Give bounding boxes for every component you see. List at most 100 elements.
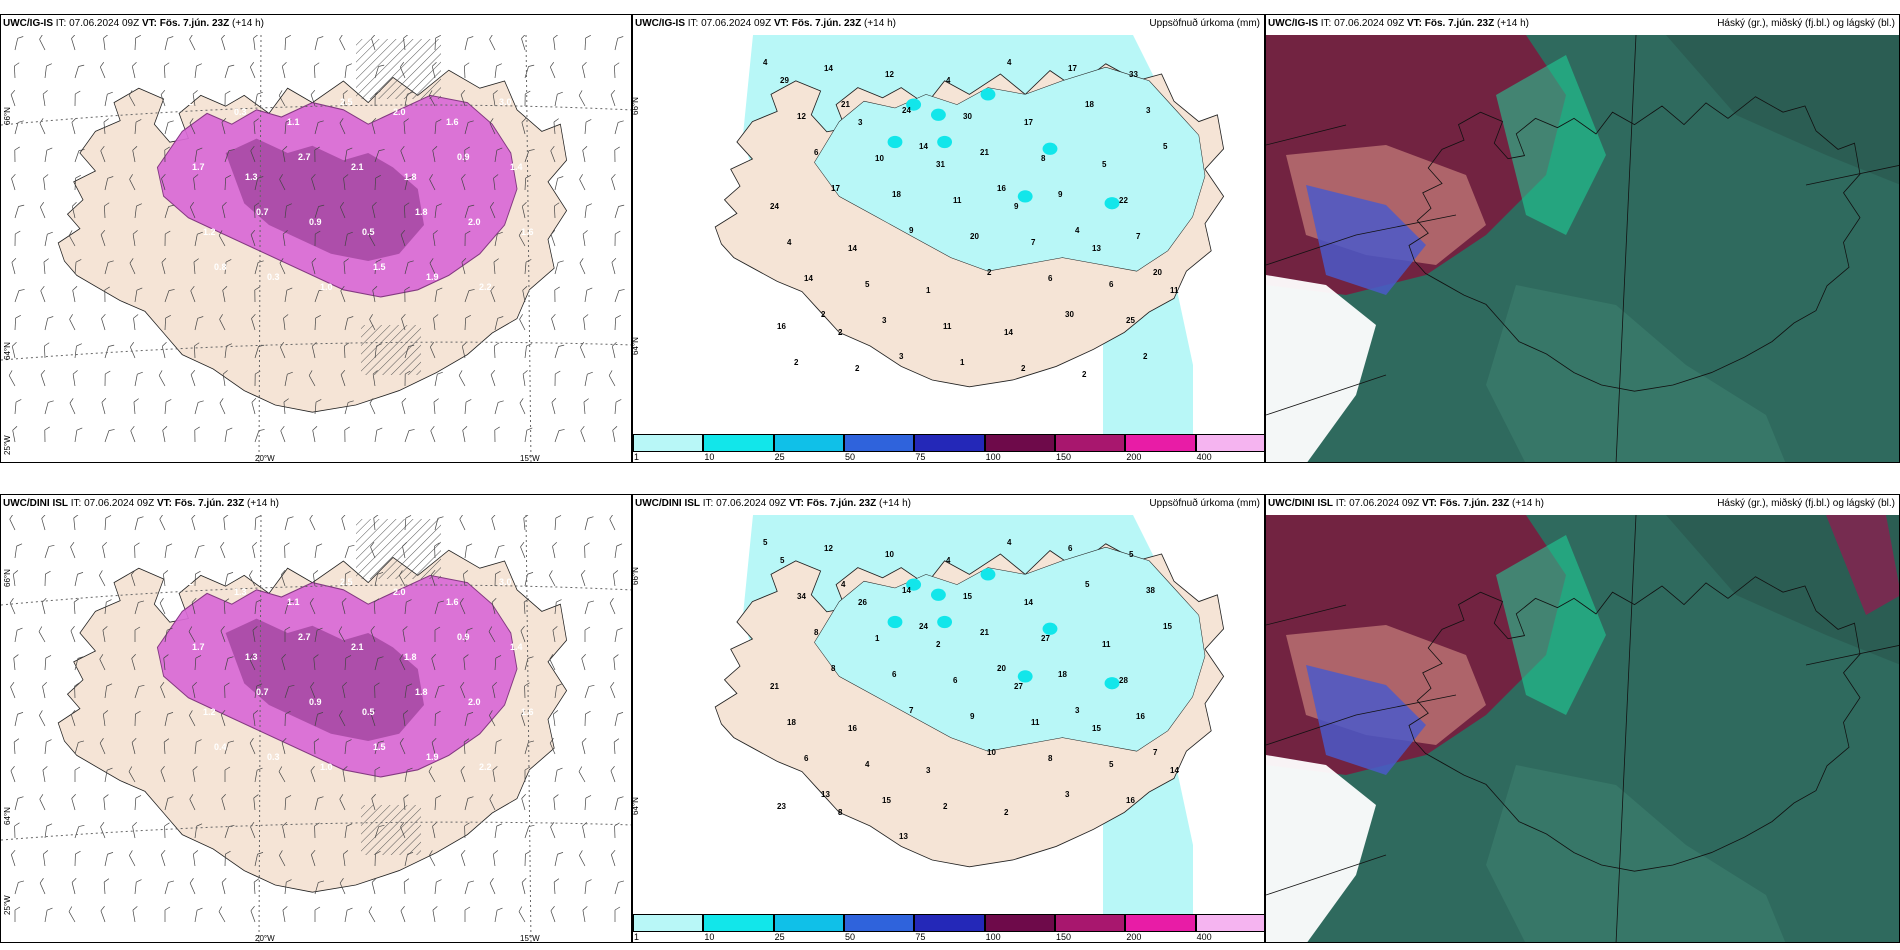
lon-label-15w: 15°W (520, 454, 540, 463)
wind-barb (132, 906, 138, 923)
precip-value: 14 (902, 586, 911, 595)
wind-barb (434, 287, 443, 303)
wind-barb (494, 400, 504, 415)
precip-value: 1.6 (446, 597, 459, 607)
colorbar-label: 1 (634, 932, 640, 942)
wind-barb (14, 906, 21, 922)
vt-value: Fös. 7.jún. 23Z (174, 498, 245, 509)
wind-barb (310, 89, 316, 107)
wind-barb (224, 572, 234, 587)
precip-value: 2 (1004, 808, 1009, 817)
wind-barb (370, 542, 376, 559)
wind-barb (68, 906, 76, 923)
wind-barb (218, 906, 226, 923)
wind-barb (254, 683, 263, 699)
precip-value: 3 (926, 766, 931, 775)
precip-value: 13 (821, 790, 830, 799)
wind-barb (400, 905, 406, 923)
wind-barb (104, 370, 111, 387)
precip-cell (930, 108, 946, 121)
wind-barb (310, 765, 316, 783)
wind-barb (310, 682, 316, 699)
precip-cell (980, 568, 996, 581)
wind-barb (252, 710, 259, 727)
precip-value: 0.2 (181, 97, 194, 107)
precip-value: 11 (943, 322, 952, 331)
colorbar-swatch (1125, 914, 1196, 932)
precip-value: 0.9 (309, 697, 322, 707)
precip-value: 0.8 (214, 262, 227, 272)
wind-barb (404, 202, 410, 219)
wind-barb (44, 426, 50, 443)
precip-value: 1.4 (510, 162, 523, 172)
hatched-area (361, 325, 421, 375)
wind-barb (11, 173, 16, 191)
precip-value: 10 (885, 550, 894, 559)
vt-label: VT: (773, 18, 789, 29)
wind-barb (344, 231, 353, 247)
lead-time: (+14 h) (1497, 18, 1529, 29)
graticule-line (1, 584, 631, 606)
wind-barb (404, 370, 411, 387)
wind-barb (614, 230, 621, 247)
wind-barb (342, 850, 349, 867)
wind-barb (614, 906, 621, 922)
wind-barb (42, 766, 48, 783)
precip-value: 0.3 (234, 107, 247, 117)
wind-barb (458, 370, 466, 387)
wind-barb (134, 600, 145, 615)
wind-barb (164, 146, 170, 163)
wind-barb (279, 258, 286, 275)
precip-value: 14 (824, 64, 833, 73)
wind-barb (554, 370, 561, 387)
wind-barb (399, 62, 406, 79)
wind-barb (128, 766, 136, 783)
precip-value: 1.5 (373, 262, 386, 272)
wind-barb (164, 627, 173, 643)
wind-barb (280, 569, 286, 587)
wind-barb (519, 314, 526, 331)
wind-barb (10, 682, 16, 699)
wind-barb (494, 823, 503, 839)
wind-barb (584, 795, 592, 811)
precip-value: 1.3 (234, 587, 247, 597)
wind-barb (314, 543, 323, 559)
wind-barb (74, 427, 83, 443)
wind-barb (42, 682, 48, 699)
wind-barb (553, 794, 559, 811)
wind-barb (368, 906, 376, 923)
precip-value: 23 (777, 802, 786, 811)
wind-barb (134, 371, 143, 387)
wind-barb (74, 850, 81, 867)
lead-time: (+14 h) (232, 18, 264, 29)
vt-value: Fös. 7.jún. 23Z (791, 18, 862, 29)
wind-barb (584, 684, 595, 699)
lat-label-66: 66°N (632, 97, 640, 115)
precip-value: 6 (953, 676, 958, 685)
precip-value: 6 (804, 754, 809, 763)
wind-barb (284, 710, 291, 727)
graticule-line (258, 514, 262, 942)
precip-value: 2 (855, 364, 860, 373)
precip-value: 1.6 (521, 227, 534, 237)
precip-value: 14 (919, 142, 928, 151)
precip-value: 18 (787, 718, 796, 727)
wind-barb (489, 710, 496, 727)
wind-barb (463, 738, 470, 755)
hatched-area (361, 805, 421, 855)
wind-barb (39, 118, 46, 135)
wind-barb (614, 399, 622, 415)
wind-barb (249, 62, 256, 79)
cloud-high (1666, 35, 1899, 185)
wind-barb (494, 655, 502, 671)
it-label: IT: (1320, 18, 1332, 29)
lat-label-66: 66°N (3, 107, 12, 125)
wind-barb (224, 259, 232, 275)
precip-value: 20 (970, 232, 979, 241)
precip-value: 3.0 (499, 577, 512, 587)
wind-barb (612, 570, 619, 587)
wind-barb (314, 906, 321, 922)
wind-barb (164, 906, 171, 922)
precip-cell (1042, 622, 1058, 635)
wind-barb (38, 626, 46, 643)
